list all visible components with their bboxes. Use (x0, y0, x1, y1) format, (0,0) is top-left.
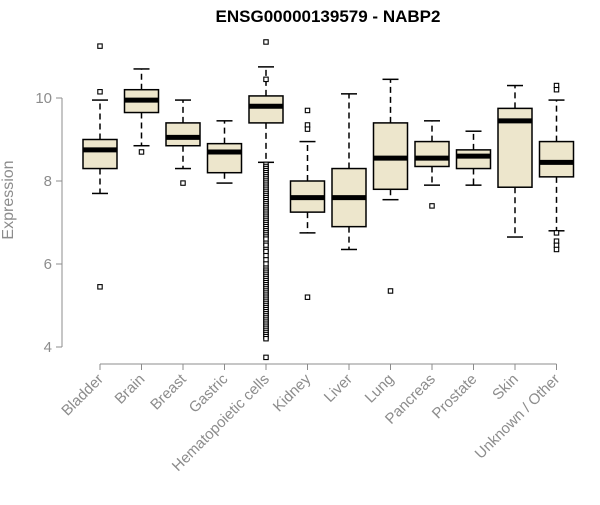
y-tick-label: 4 (44, 339, 52, 356)
iqr-box (82, 138, 118, 170)
box-liver (331, 93, 367, 251)
outlier-point (304, 294, 311, 300)
iqr-box (455, 149, 492, 170)
x-tick-label: Brain (112, 371, 149, 408)
x-tick-label: Prostate (429, 371, 481, 423)
x-tick-label: Bladder (58, 371, 107, 420)
outlier-point (97, 43, 103, 49)
x-tick-label: Liver (321, 371, 356, 406)
box-breast (165, 99, 201, 186)
y-axis: 4 6 8 10 (35, 90, 63, 356)
box-prostate (455, 130, 492, 186)
iqr-box (165, 122, 201, 147)
box-lung (372, 78, 409, 294)
outlier-point (138, 149, 145, 155)
chart-title: ENSG00000139579 - NABP2 (216, 7, 441, 26)
y-tick-label: 10 (35, 90, 52, 107)
box-kidney (289, 107, 326, 300)
outlier-point (263, 39, 269, 45)
box-unknown-other (538, 82, 575, 253)
outlier-point (263, 76, 269, 83)
box-hematopoietic-cells (248, 39, 284, 361)
x-tick-label: Kidney (270, 370, 315, 415)
outlier-point (553, 86, 560, 93)
box-pancreas (414, 120, 450, 209)
x-tick-label: Breast (147, 370, 190, 413)
iqr-box (538, 140, 575, 178)
outlier-point (263, 335, 269, 342)
x-tick-label: Skin (489, 371, 522, 404)
outlier-point (387, 288, 394, 294)
boxes-group (82, 39, 575, 361)
iqr-box (206, 142, 243, 174)
outlier-point (304, 107, 311, 114)
outlier-point (553, 246, 560, 253)
y-tick-label: 8 (44, 173, 52, 190)
box-skin (497, 84, 533, 238)
box-gastric (206, 120, 243, 184)
outlier-point (263, 354, 269, 361)
box-bladder (82, 43, 118, 290)
outlier-point (553, 230, 560, 236)
y-axis-label: Expression (0, 160, 17, 239)
outlier-point (180, 180, 186, 186)
iqr-box (248, 95, 284, 124)
outlier-point (429, 203, 435, 209)
y-tick-label: 6 (44, 256, 52, 273)
outlier-point (304, 126, 311, 132)
outlier-point (97, 284, 103, 290)
iqr-box (414, 140, 450, 168)
x-tick-label: Lung (362, 371, 398, 407)
box-brain (123, 68, 160, 155)
outlier-point (97, 89, 103, 95)
